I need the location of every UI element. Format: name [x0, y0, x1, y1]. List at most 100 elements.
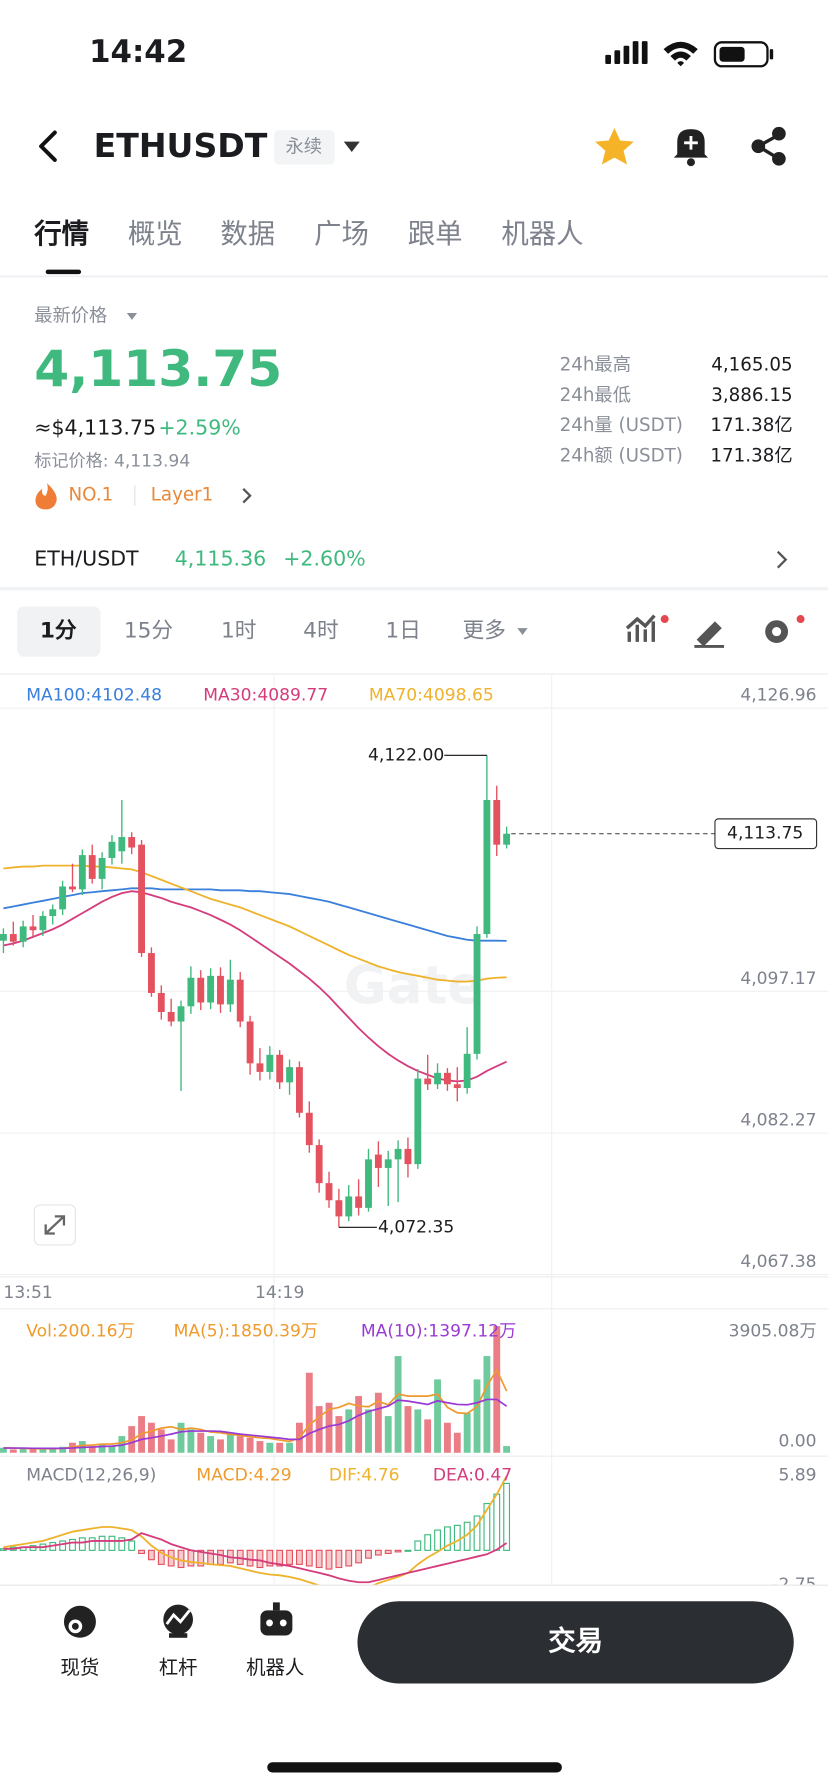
nav-label[interactable]: 机器人	[246, 1656, 304, 1679]
volume-bar	[0, 1447, 7, 1453]
macd-line	[3, 1475, 508, 1594]
volume-bar	[286, 1442, 293, 1453]
stat-value: 3,886.15	[711, 385, 792, 406]
volume-bar	[473, 1379, 481, 1453]
candle-body	[315, 1145, 323, 1184]
nav-label[interactable]: 现货	[61, 1656, 100, 1679]
margin-icon[interactable]	[163, 1604, 194, 1638]
macd-bar	[355, 1549, 363, 1564]
tab[interactable]: 广场	[314, 219, 369, 250]
macd-bar	[424, 1534, 432, 1551]
macd-title: MACD(12,26,9)	[26, 1466, 156, 1486]
volume-legend: Vol:200.16万	[26, 1322, 134, 1342]
macd-bar	[98, 1535, 106, 1551]
ma-line	[3, 864, 507, 983]
macd-bar	[246, 1549, 254, 1567]
candle-body	[305, 1112, 313, 1146]
volume-bar	[483, 1356, 491, 1453]
status-icons	[605, 41, 774, 68]
spot-icon[interactable]	[63, 1605, 96, 1638]
ma-legend: MA30:4089.77	[203, 686, 328, 706]
macd-legend: MACD:4.29	[196, 1466, 291, 1486]
candle-body	[0, 934, 7, 941]
tab[interactable]: 机器人	[501, 219, 583, 250]
candle-body	[295, 1067, 303, 1113]
macd-bar	[295, 1549, 303, 1565]
interval[interactable]: 1时	[221, 619, 257, 644]
symbol: ETHUSDT	[94, 126, 268, 165]
macd-bar	[453, 1524, 461, 1551]
candle-body	[128, 837, 136, 848]
trade-button[interactable]	[357, 1601, 794, 1684]
nav-label[interactable]: 杠杆	[159, 1656, 198, 1679]
volume-bar	[493, 1326, 501, 1453]
tab[interactable]: 跟单	[408, 219, 463, 250]
candle-body	[138, 844, 145, 954]
macd-bar	[305, 1549, 313, 1567]
symbol-dropdown[interactable]	[343, 141, 360, 152]
volume-bar	[167, 1439, 175, 1453]
draw-button[interactable]	[694, 621, 725, 648]
last-price-box	[714, 818, 818, 850]
macd-bar	[266, 1549, 274, 1567]
volume-bar	[59, 1446, 67, 1453]
macd-bar	[315, 1549, 323, 1569]
tab[interactable]: 概览	[128, 219, 183, 250]
macd-bar	[384, 1549, 392, 1555]
volume-bar	[434, 1379, 441, 1453]
trade-button-label[interactable]: 交易	[548, 1625, 603, 1657]
interval[interactable]: 1日	[385, 619, 420, 644]
interval[interactable]: 15分	[124, 619, 173, 644]
macd-bar	[443, 1526, 451, 1551]
candle-body	[226, 979, 234, 1005]
candle-body	[9, 934, 17, 942]
last-price: 4,113.75	[34, 339, 282, 398]
stat-value: 171.38亿	[710, 415, 792, 436]
settings-button[interactable]	[765, 615, 805, 644]
back-button[interactable]	[39, 130, 57, 162]
macd-bar	[493, 1493, 501, 1551]
macd-bar	[414, 1540, 422, 1551]
stat-label: 24h最低	[560, 385, 631, 406]
macd-line	[3, 1532, 508, 1584]
favorite-star[interactable]	[595, 127, 634, 165]
tab[interactable]: 行情	[33, 218, 89, 250]
interval[interactable]: 更多	[463, 619, 506, 644]
watermark: Gate	[344, 956, 483, 1017]
macd-bar	[394, 1549, 402, 1553]
macd-bar	[118, 1537, 126, 1551]
ma-line	[3, 890, 507, 1083]
more-dropdown[interactable]	[517, 628, 528, 636]
stat-label: 24h量 (USDT)	[560, 415, 683, 436]
volume-bar	[424, 1419, 432, 1453]
candle-body	[266, 1054, 274, 1072]
price-label-dropdown[interactable]	[126, 312, 138, 320]
candle-body	[345, 1196, 353, 1217]
interval[interactable]: 1分	[40, 619, 77, 644]
candle-body	[483, 799, 491, 935]
interval[interactable]: 4时	[303, 619, 338, 644]
spot-more[interactable]	[776, 550, 788, 569]
candle-body	[29, 926, 37, 931]
alert-bell[interactable]	[673, 129, 709, 167]
tags-more[interactable]	[242, 488, 252, 504]
indicator-button[interactable]	[625, 614, 669, 642]
tab[interactable]: 数据	[220, 219, 275, 250]
sector-tag: Layer1	[151, 485, 214, 506]
volume-bar	[374, 1392, 382, 1453]
candle-body	[365, 1159, 372, 1208]
volume-bar	[207, 1436, 215, 1453]
macd-bar	[483, 1502, 491, 1551]
contract-badge: 永续	[286, 136, 323, 157]
volume-bar	[217, 1439, 224, 1453]
volume-bar	[345, 1409, 353, 1453]
spot-change: +2.60%	[283, 547, 366, 571]
volume-bar	[384, 1416, 392, 1453]
share-button[interactable]	[751, 126, 786, 166]
volume-bar	[404, 1406, 412, 1453]
bot-icon[interactable]	[260, 1602, 293, 1636]
macd-bar	[374, 1549, 382, 1556]
volume-bar	[463, 1412, 471, 1453]
